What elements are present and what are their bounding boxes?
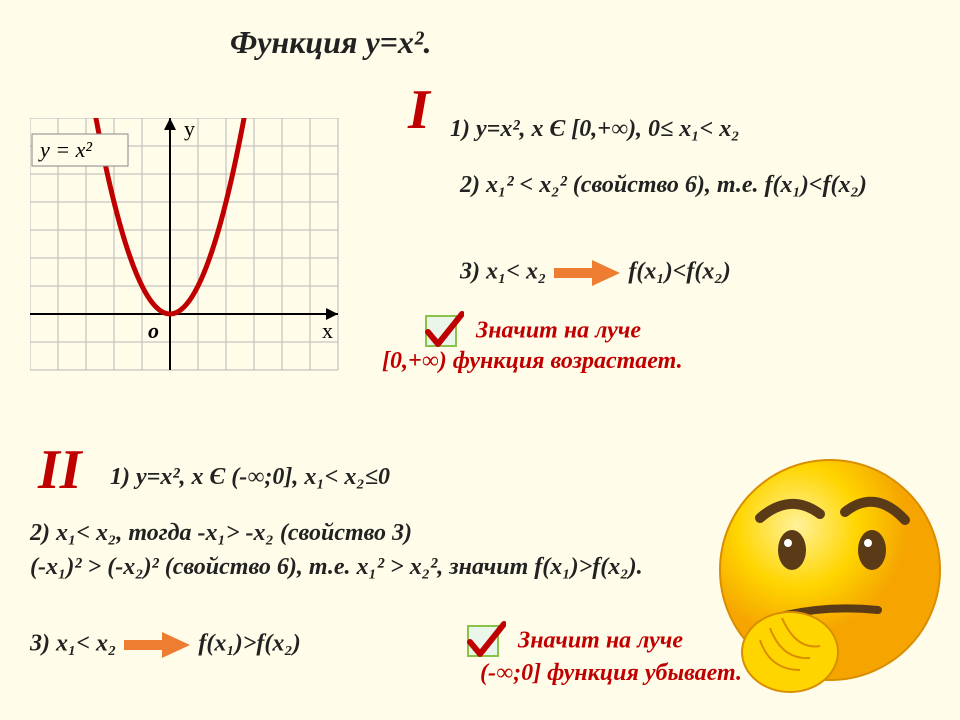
s2-conclusion: Значит на луче [462,620,683,664]
section-two-roman: II [38,438,82,502]
thinking-emoji-icon [690,440,950,700]
parabola-chart: y = x² y x о [30,118,340,377]
s2-conc-a: Значит на луче [518,628,683,654]
svg-text:о: о [148,318,159,343]
svg-text:x: x [322,318,333,343]
check-icon [462,620,506,664]
s1-line3a: 3) x₁< x₂ [460,259,546,285]
svg-text:y: y [184,118,195,141]
s1-conc-b: [0,+∞) функция возрастает. [382,348,683,375]
arrow-icon [122,630,192,660]
s1-conc-a: Значит на луче [476,318,641,344]
section-one-roman: I [408,78,430,142]
svg-text:y = x²: y = x² [38,137,92,162]
s2-line3: 3) x₁< x₂ f(x₁)>f(x₂) [30,630,301,660]
s1-line3b: f(x₁)<f(x₂) [628,259,730,285]
s2-line1: 1) y=x², x Є (-∞;0], x₁< x₂≤0 [110,464,390,491]
page-title: Функция y=x². [230,24,432,61]
s2-line2a: 2) x₁< x₂, тогда -x₁> -x₂ (свойство 3) [30,520,412,547]
s1-line2: 2) x₁² < x₂² (свойство 6), т.е. f(x₁)<f(… [460,172,950,199]
s2-line3a: 3) x₁< x₂ [30,631,116,657]
s2-line2b: (-x₁)² > (-x₂)² (свойство 6), т.е. x₁² >… [30,554,730,581]
s2-line3b: f(x₁)>f(x₂) [198,631,300,657]
arrow-icon [552,258,622,288]
s1-line1: 1) y=x², x Є [0,+∞), 0≤ x₁< x₂ [450,116,740,143]
s1-line3: 3) x₁< x₂ f(x₁)<f(x₂) [460,258,731,288]
